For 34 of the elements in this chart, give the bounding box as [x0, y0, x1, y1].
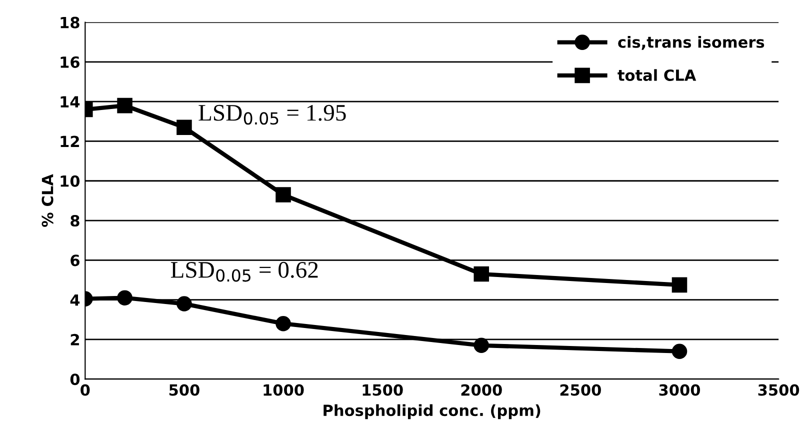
- legend-label: cis,trans isomers: [618, 36, 764, 50]
- x-tick-label: 3000: [659, 384, 700, 396]
- x-tick-label: 3500: [758, 384, 800, 396]
- y-tick-label: 14: [60, 96, 80, 108]
- y-tick-label: 16: [60, 56, 80, 68]
- y-axis-title: % CLA: [42, 174, 54, 227]
- x-tick-label: 0: [80, 384, 90, 396]
- point: [276, 187, 291, 202]
- x-tick-label: 1500: [362, 384, 403, 396]
- y-tick-label: 12: [60, 136, 79, 148]
- y-tick-label: 4: [70, 294, 80, 306]
- x-axis-title: Phospholipid conc. (ppm): [324, 404, 540, 420]
- point: [176, 296, 192, 312]
- annotation: LSD$_{0.05}$ = 1.95: [198, 104, 346, 125]
- y-tick-label: 0: [70, 374, 80, 386]
- x-tick-label: 2500: [560, 384, 601, 396]
- annotation: LSD$_{0.05}$ = 0.62: [170, 262, 318, 282]
- point: [117, 98, 132, 114]
- point: [276, 316, 291, 332]
- y-tick-label: 8: [70, 214, 80, 227]
- point: [176, 120, 192, 135]
- y-tick-label: 6: [70, 254, 80, 266]
- legend-label: total CLA: [618, 69, 696, 81]
- point: [117, 290, 132, 306]
- point: [474, 266, 490, 282]
- y-tick-label: 2: [70, 334, 79, 346]
- x-tick-label: 500: [169, 384, 200, 396]
- x-tick-label: 2000: [461, 384, 502, 396]
- y-tick-label: 10: [60, 175, 80, 187]
- y-tick-label: 18: [60, 16, 80, 28]
- x-tick-label: 1000: [264, 384, 304, 396]
- point: [672, 344, 688, 359]
- point: [474, 338, 490, 354]
- point: [672, 277, 688, 293]
